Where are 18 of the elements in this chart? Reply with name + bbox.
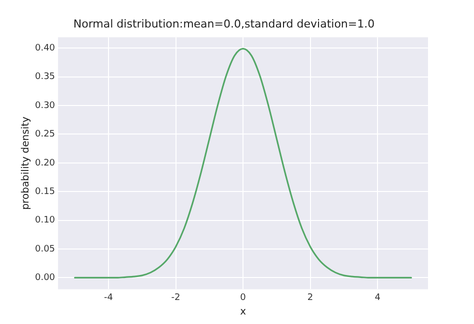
y-tick-label: 0.30	[34, 100, 56, 111]
x-tick-label: 4	[374, 292, 381, 303]
y-tick-label: 0.10	[34, 216, 56, 226]
line-series	[74, 48, 412, 279]
x-tick-label: 0	[240, 292, 246, 303]
chart-title: Normal distribution:mean=0.0,standard deviation=1.0	[73, 17, 375, 30]
x-tick-label: -2	[171, 292, 180, 303]
y-axis-title: probability density	[20, 116, 32, 210]
x-tick-label: -4	[104, 292, 114, 303]
y-tick-label: 0.05	[34, 244, 56, 254]
y-tick-label: 0.40	[34, 43, 56, 54]
y-tick-label: 0.20	[34, 158, 56, 168]
x-axis-title: x	[240, 306, 246, 318]
y-tick-label: 0.15	[34, 186, 56, 197]
y-tick-label: 0.35	[34, 72, 56, 82]
y-tick-label: 0.00	[34, 273, 56, 284]
y-tick-label: 0.25	[34, 130, 56, 140]
x-tick-label: 2	[307, 292, 314, 303]
